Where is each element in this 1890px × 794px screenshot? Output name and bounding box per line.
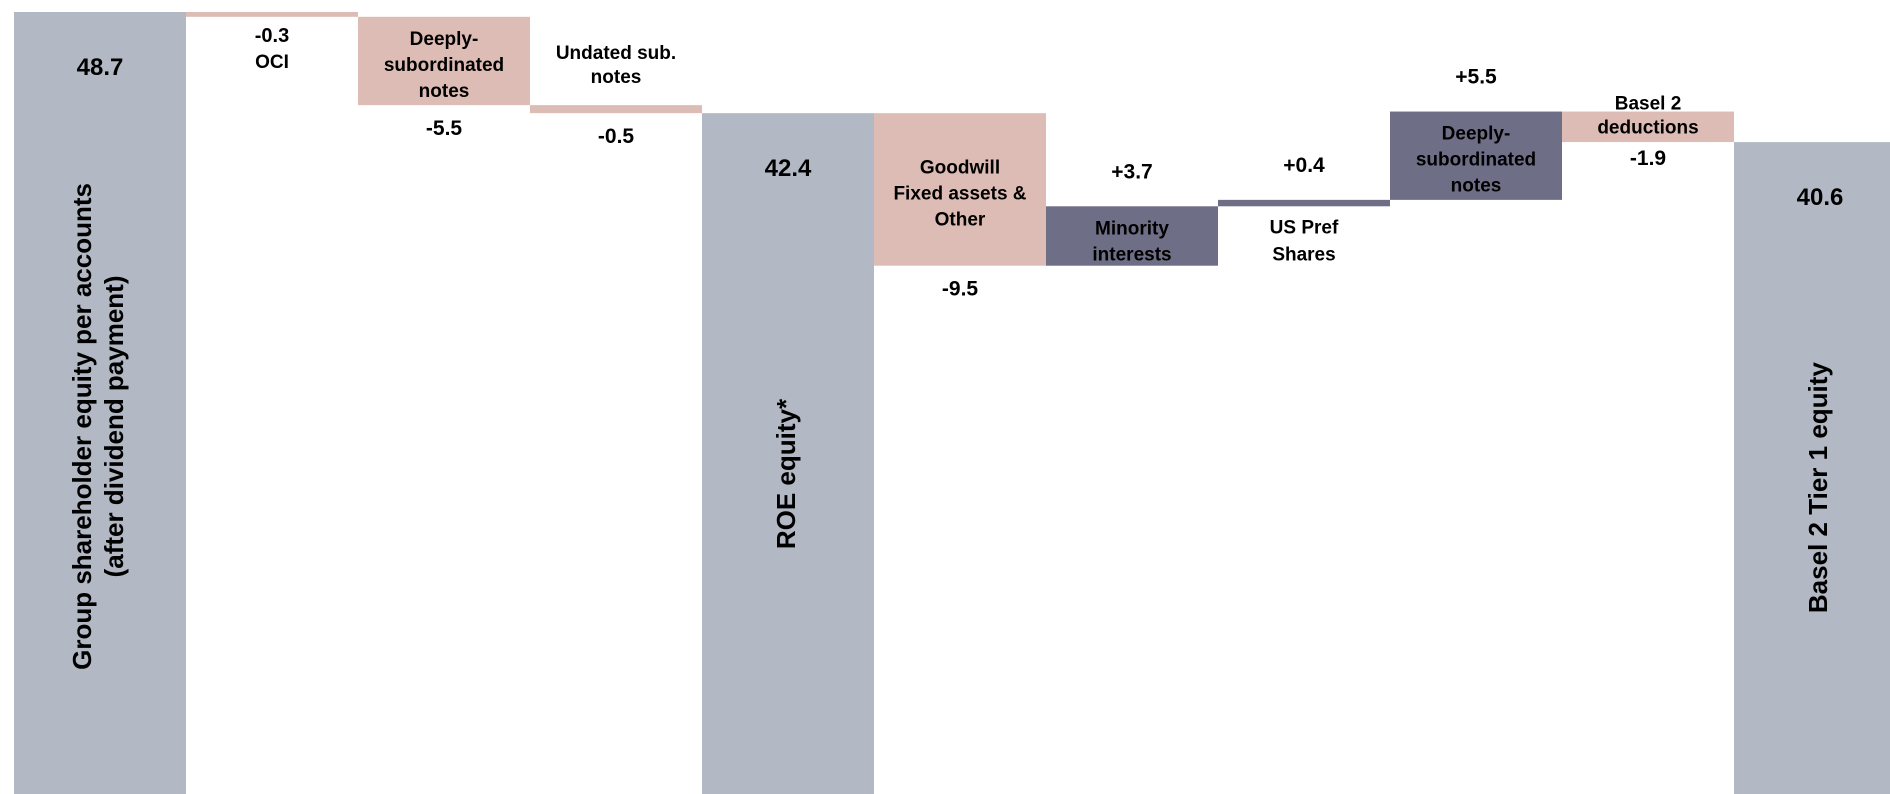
value-label-9: +5.5 bbox=[1455, 66, 1497, 89]
bar-7 bbox=[1046, 206, 1218, 266]
value-label-8: +0.4 bbox=[1283, 154, 1325, 177]
value-label-1: 48.7 bbox=[77, 54, 124, 81]
value-label-5: 42.4 bbox=[765, 155, 812, 182]
bar-8 bbox=[1218, 199, 1390, 207]
bar-3 bbox=[358, 16, 530, 106]
bar-11 bbox=[1734, 142, 1890, 794]
category-label-9: Deeply- bbox=[1442, 124, 1511, 145]
value-label-3: -5.5 bbox=[426, 117, 463, 140]
category-label-6: Fixed assets & bbox=[893, 183, 1026, 204]
category-label-11: Basel 2 Tier 1 equity bbox=[1803, 362, 1833, 614]
category-label-7: interests bbox=[1092, 244, 1171, 265]
category-label-2: OCI bbox=[255, 52, 289, 73]
category-label-6: Goodwill bbox=[920, 157, 1000, 178]
category-label-7: Minority bbox=[1095, 218, 1169, 239]
category-label-3: Deeply- bbox=[410, 29, 479, 50]
bar-9 bbox=[1390, 111, 1562, 200]
category-label-1: (after dividend payment) bbox=[99, 275, 129, 577]
category-label-9: notes bbox=[1451, 176, 1502, 197]
category-label-1: Group shareholder equity per accounts bbox=[67, 183, 97, 670]
bar-5 bbox=[702, 113, 874, 794]
category-label-10: Basel 2 bbox=[1615, 94, 1682, 115]
category-label-8: US Pref bbox=[1270, 217, 1339, 238]
value-label-10: -1.9 bbox=[1630, 147, 1666, 170]
category-label-5: ROE equity* bbox=[771, 398, 801, 549]
value-label-4: -0.5 bbox=[598, 125, 635, 148]
bar-6 bbox=[874, 113, 1046, 266]
category-label-8: Shares bbox=[1272, 244, 1335, 265]
bar-1 bbox=[14, 12, 186, 794]
bar-4 bbox=[530, 105, 702, 114]
category-label-3: notes bbox=[419, 81, 470, 102]
bar-10 bbox=[1562, 111, 1734, 143]
bar-2 bbox=[186, 12, 358, 17]
value-label-6: -9.5 bbox=[942, 278, 979, 301]
value-label-2: -0.3 bbox=[255, 25, 289, 47]
category-label-9: subordinated bbox=[1416, 150, 1536, 171]
value-label-11: 40.6 bbox=[1797, 184, 1844, 211]
category-label-10: deductions bbox=[1597, 118, 1698, 139]
category-label-6: Other bbox=[935, 209, 986, 230]
category-label-4: Undated sub. bbox=[556, 43, 676, 64]
category-label-4: notes bbox=[591, 67, 642, 88]
category-label-3: subordinated bbox=[384, 55, 504, 76]
value-label-7: +3.7 bbox=[1111, 160, 1152, 183]
